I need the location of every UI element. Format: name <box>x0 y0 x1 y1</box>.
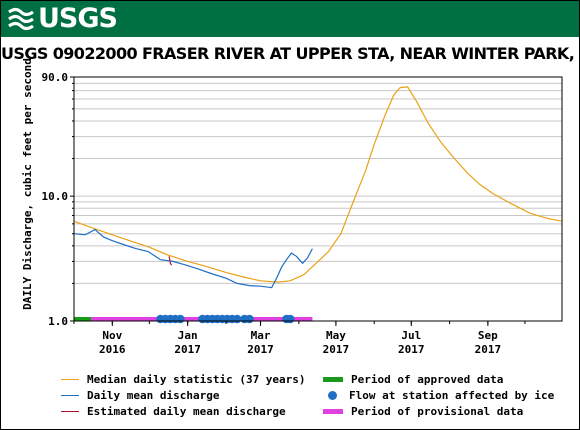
legend-label-approved: Period of approved data <box>351 372 504 386</box>
band-period-of-approved-data <box>74 317 92 321</box>
ice-marker <box>232 314 242 324</box>
ice-marker <box>175 314 185 324</box>
legend-swatch-approved <box>323 376 343 382</box>
ice-marker <box>285 314 295 324</box>
x-tick-label-year: 2017 <box>398 343 425 356</box>
legend-label-daily: Daily mean discharge <box>87 388 220 402</box>
y-axis-label: DAILY Discharge, cubic feet per second <box>21 58 34 310</box>
legend-swatch-daily <box>61 394 79 396</box>
legend-item-ice: Flow at station affected by ice <box>323 387 554 403</box>
usgs-logo[interactable]: USGS <box>7 3 118 34</box>
data-period-bands <box>74 317 313 321</box>
legend-label-provisional: Period of provisional data <box>351 404 524 418</box>
legend-item-provisional: Period of provisional data <box>323 403 523 419</box>
series-daily-mean-discharge <box>73 228 313 289</box>
legend-item-estimated: Estimated daily mean discharge <box>61 403 286 419</box>
legend-label-ice: Flow at station affected by ice <box>349 388 555 402</box>
usgs-banner: USGS <box>1 1 579 37</box>
y-tick-label: 90.0 <box>42 71 69 84</box>
legend-item-median: Median daily statistic (37 years) <box>61 371 306 387</box>
grid-lines <box>74 82 562 284</box>
x-tick-label-month: Nov <box>102 329 122 342</box>
x-tick-label-month: May <box>326 329 346 342</box>
series-estimated-daily-mean-discharge <box>168 256 173 266</box>
axis-ticks: 1.010.090.0Nov2016Jan2017Mar2017May2017J… <box>42 71 526 356</box>
legend-swatch-provisional <box>323 408 343 414</box>
x-tick-label-year: 2017 <box>247 343 274 356</box>
legend-swatch-ice <box>328 390 337 400</box>
x-tick-label-month: Jan <box>178 329 198 342</box>
legend-swatch-estimated <box>61 410 79 412</box>
legend-item-daily: Daily mean discharge <box>61 387 219 403</box>
ice-marker <box>245 314 254 324</box>
x-tick-label-month: Sep <box>478 329 498 342</box>
usgs-logo-text: USGS <box>38 3 118 34</box>
chart-legend: Median daily statistic (37 years) Period … <box>61 371 571 425</box>
usgs-wave-icon <box>8 7 34 31</box>
series-median-daily-statistic-37-years- <box>73 86 563 283</box>
x-tick-label-year: 2016 <box>99 343 126 356</box>
plot-border <box>73 76 563 322</box>
discharge-series <box>73 86 563 289</box>
chart-title: USGS 09022000 FRASER RIVER AT UPPER STA,… <box>1 44 580 63</box>
x-tick-label-month: Mar <box>251 329 271 342</box>
legend-swatch-median <box>61 378 79 380</box>
x-tick-label-year: 2017 <box>475 343 502 356</box>
legend-label-estimated: Estimated daily mean discharge <box>87 404 286 418</box>
x-tick-label-year: 2017 <box>174 343 201 356</box>
y-tick-label: 1.0 <box>48 315 68 328</box>
y-tick-label: 10.0 <box>42 190 69 203</box>
legend-item-approved: Period of approved data <box>323 371 503 387</box>
x-tick-label-month: Jul <box>401 329 421 342</box>
x-tick-label-year: 2017 <box>323 343 350 356</box>
legend-label-median: Median daily statistic (37 years) <box>87 372 306 386</box>
